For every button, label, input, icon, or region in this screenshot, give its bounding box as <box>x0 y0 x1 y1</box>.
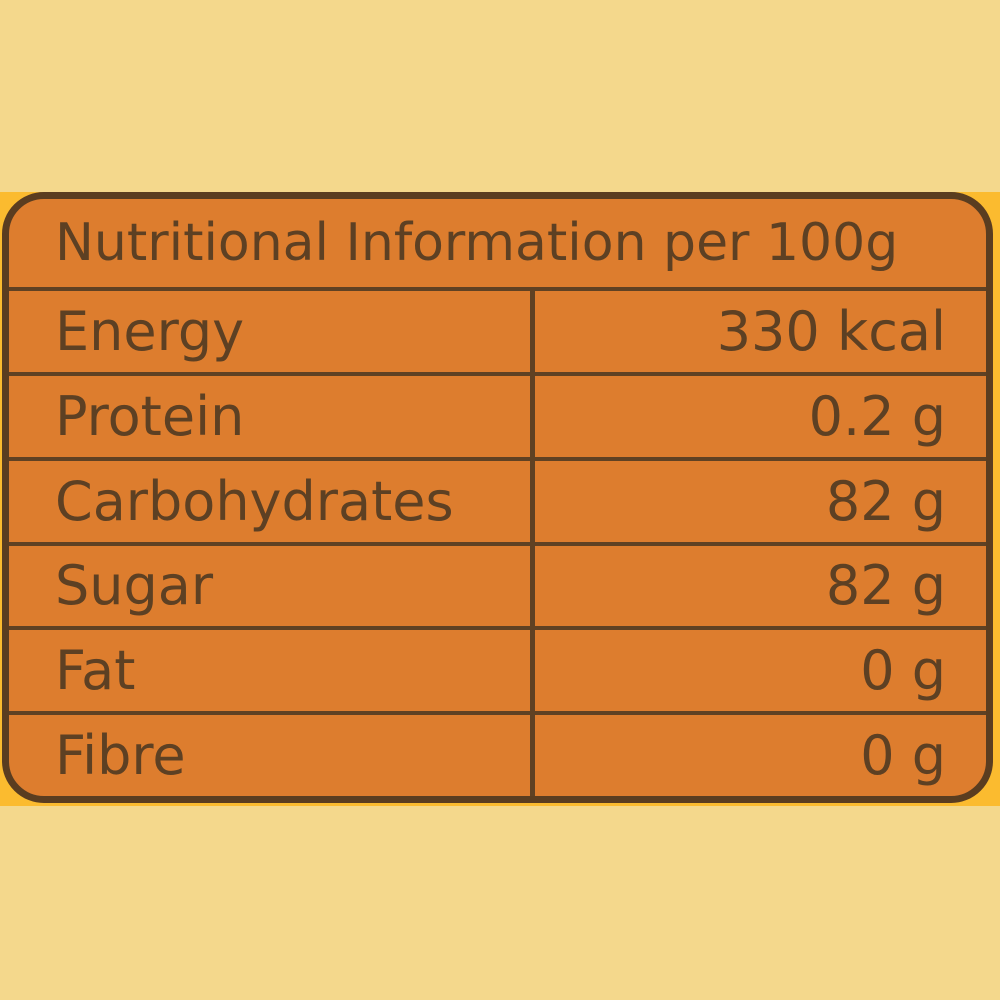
nutrition-table-header: Nutritional Information per 100g <box>55 213 899 273</box>
table-row-energy: Energy 330 kcal <box>9 287 986 372</box>
table-row-sugar: Sugar 82 g <box>9 541 986 627</box>
row-label: Sugar <box>55 554 214 618</box>
table-row-fat: Fat 0 g <box>9 626 986 712</box>
table-row-fibre: Fibre 0 g <box>9 711 986 796</box>
row-value: 82 g <box>529 460 986 542</box>
row-label: Protein <box>55 384 245 448</box>
row-label: Fibre <box>55 724 186 788</box>
nutrition-table: Nutritional Information per 100g Energy … <box>2 192 993 803</box>
row-value: 82 g <box>529 545 986 627</box>
row-value: 330 kcal <box>529 291 986 372</box>
row-value: 0 g <box>529 715 986 796</box>
row-label: Fat <box>55 639 136 703</box>
table-row-carbohydrates: Carbohydrates 82 g <box>9 456 986 542</box>
row-value: 0 g <box>529 630 986 712</box>
table-row-protein: Protein 0.2 g <box>9 371 986 457</box>
row-value: 0.2 g <box>529 375 986 457</box>
row-label: Carbohydrates <box>55 469 454 533</box>
row-label: Energy <box>55 299 245 363</box>
